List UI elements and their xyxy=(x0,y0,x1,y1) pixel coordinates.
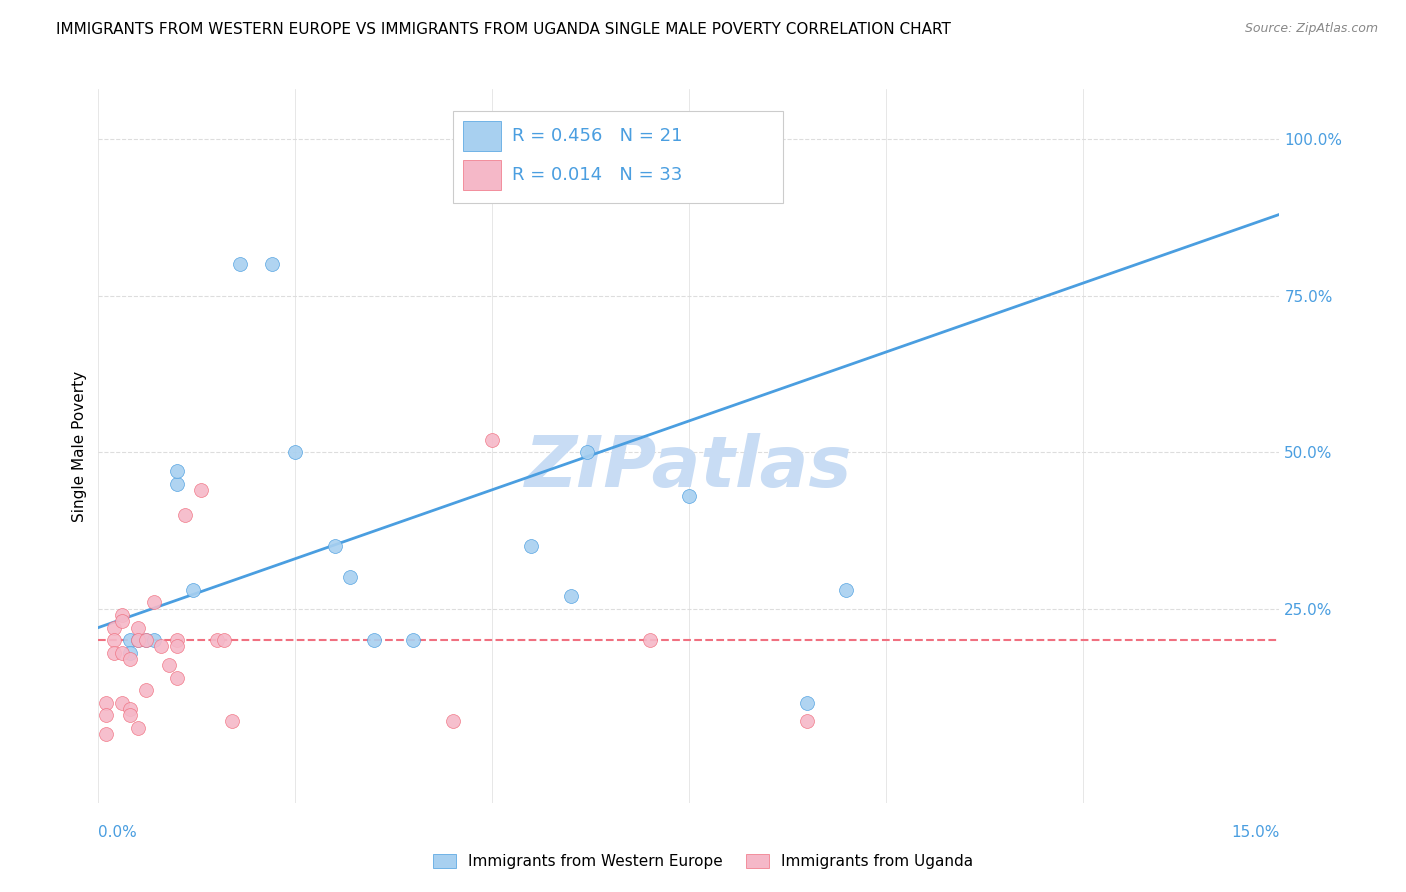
Point xyxy=(560,589,582,603)
Point xyxy=(575,445,598,459)
Point xyxy=(323,539,346,553)
Point xyxy=(638,633,661,648)
Text: 0.0%: 0.0% xyxy=(98,825,138,840)
Point xyxy=(520,539,543,553)
Point xyxy=(796,696,818,710)
Point xyxy=(118,646,141,660)
Point xyxy=(402,633,425,648)
Point xyxy=(111,614,134,628)
Text: Source: ZipAtlas.com: Source: ZipAtlas.com xyxy=(1244,22,1378,36)
Point xyxy=(150,640,173,654)
Point xyxy=(181,582,204,597)
Point xyxy=(221,714,243,729)
Point xyxy=(111,696,134,710)
Point xyxy=(166,671,188,685)
Legend: Immigrants from Western Europe, Immigrants from Uganda: Immigrants from Western Europe, Immigran… xyxy=(427,848,979,875)
Point xyxy=(118,652,141,666)
Point xyxy=(157,658,180,673)
Point xyxy=(103,633,125,648)
Point xyxy=(96,708,118,723)
Point xyxy=(205,633,228,648)
Point xyxy=(339,570,361,584)
Text: ZIPatlas: ZIPatlas xyxy=(526,433,852,502)
Point xyxy=(96,696,118,710)
Point xyxy=(103,646,125,660)
Point xyxy=(481,433,503,447)
Point xyxy=(135,633,157,648)
FancyBboxPatch shape xyxy=(464,120,501,151)
Point xyxy=(142,633,165,648)
Text: IMMIGRANTS FROM WESTERN EUROPE VS IMMIGRANTS FROM UGANDA SINGLE MALE POVERTY COR: IMMIGRANTS FROM WESTERN EUROPE VS IMMIGR… xyxy=(56,22,950,37)
FancyBboxPatch shape xyxy=(453,111,783,203)
Point xyxy=(103,621,125,635)
Point xyxy=(796,714,818,729)
Point xyxy=(166,476,188,491)
Text: 15.0%: 15.0% xyxy=(1232,825,1279,840)
FancyBboxPatch shape xyxy=(464,160,501,190)
Point xyxy=(260,257,283,271)
Point xyxy=(127,621,149,635)
Point xyxy=(127,633,149,648)
Point xyxy=(166,464,188,478)
Point xyxy=(118,708,141,723)
Point xyxy=(214,633,236,648)
Point xyxy=(127,633,149,648)
Point xyxy=(166,640,188,654)
Point xyxy=(127,721,149,735)
Point xyxy=(96,727,118,741)
Y-axis label: Single Male Poverty: Single Male Poverty xyxy=(72,370,87,522)
Point xyxy=(118,633,141,648)
Point xyxy=(363,633,385,648)
Point xyxy=(118,702,141,716)
Point xyxy=(441,714,464,729)
Point xyxy=(229,257,252,271)
Point xyxy=(142,595,165,609)
Text: R = 0.014   N = 33: R = 0.014 N = 33 xyxy=(512,166,682,184)
Point xyxy=(166,633,188,648)
Point xyxy=(174,508,197,522)
Text: R = 0.456   N = 21: R = 0.456 N = 21 xyxy=(512,127,682,145)
Point xyxy=(284,445,307,459)
Point xyxy=(835,582,858,597)
Point xyxy=(135,683,157,698)
Point xyxy=(135,633,157,648)
Point xyxy=(111,607,134,622)
Point xyxy=(678,489,700,503)
Point xyxy=(111,646,134,660)
Point xyxy=(190,483,212,497)
